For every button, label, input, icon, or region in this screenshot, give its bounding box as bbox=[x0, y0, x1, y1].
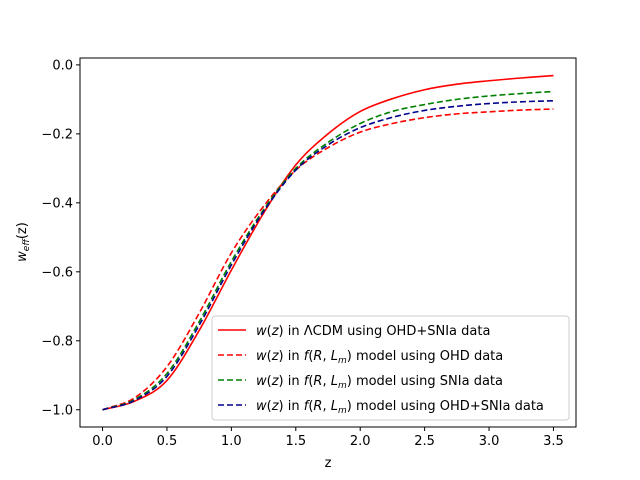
series-line-2 bbox=[102, 108, 554, 411]
plot-area bbox=[102, 74, 554, 411]
x-axis-label: z bbox=[325, 456, 332, 471]
series-line-4 bbox=[102, 99, 554, 411]
legend-label-2: w(z) in f(R, Lm) model using OHD data bbox=[256, 349, 503, 366]
y-tick-label: 0.0 bbox=[52, 58, 73, 73]
y-tick-label: −0.4 bbox=[41, 196, 73, 211]
legend: w(z) in ΛCDM using OHD+SNIa data w(z) in … bbox=[211, 315, 570, 421]
y-tick-label: −0.8 bbox=[41, 334, 73, 349]
x-tick-label: 2.0 bbox=[350, 434, 371, 449]
legend-label-1: w(z) in ΛCDM using OHD+SNIa data bbox=[256, 324, 490, 339]
y-tick-label: −1.0 bbox=[41, 403, 73, 418]
y-tick-label: −0.2 bbox=[41, 127, 73, 142]
legend-label-4: w(z) in f(R, Lm) model using OHD+SNIa da… bbox=[256, 399, 544, 416]
y-tick-label: −0.6 bbox=[41, 265, 73, 280]
series-line-1 bbox=[102, 74, 554, 411]
ticks: 0.0 0.5 1.0 1.5 2.0 2.5 3.0 3.5 −1.0 −0.8 −0.6 −0.4… bbox=[41, 58, 563, 449]
x-tick-label: 2.5 bbox=[414, 434, 435, 449]
x-tick-label: 1.5 bbox=[285, 434, 306, 449]
y-axis-label-base: w bbox=[15, 251, 30, 262]
y-axis-label: weff(z) bbox=[15, 222, 32, 262]
x-tick-label: 3.5 bbox=[543, 434, 564, 449]
legend-label-3: w(z) in f(R, Lm) model using SNIa data bbox=[256, 374, 503, 391]
series-line-3 bbox=[102, 90, 554, 411]
axes-frame bbox=[79, 57, 577, 428]
y-axis-label-arg: (z) bbox=[15, 222, 30, 239]
legend-box bbox=[211, 315, 570, 421]
x-tick-label: 0.5 bbox=[157, 434, 178, 449]
y-axis-label-sub: eff bbox=[22, 238, 32, 252]
x-tick-label: 0.0 bbox=[92, 434, 113, 449]
x-tick-label: 1.0 bbox=[221, 434, 242, 449]
x-tick-label: 3.0 bbox=[479, 434, 500, 449]
